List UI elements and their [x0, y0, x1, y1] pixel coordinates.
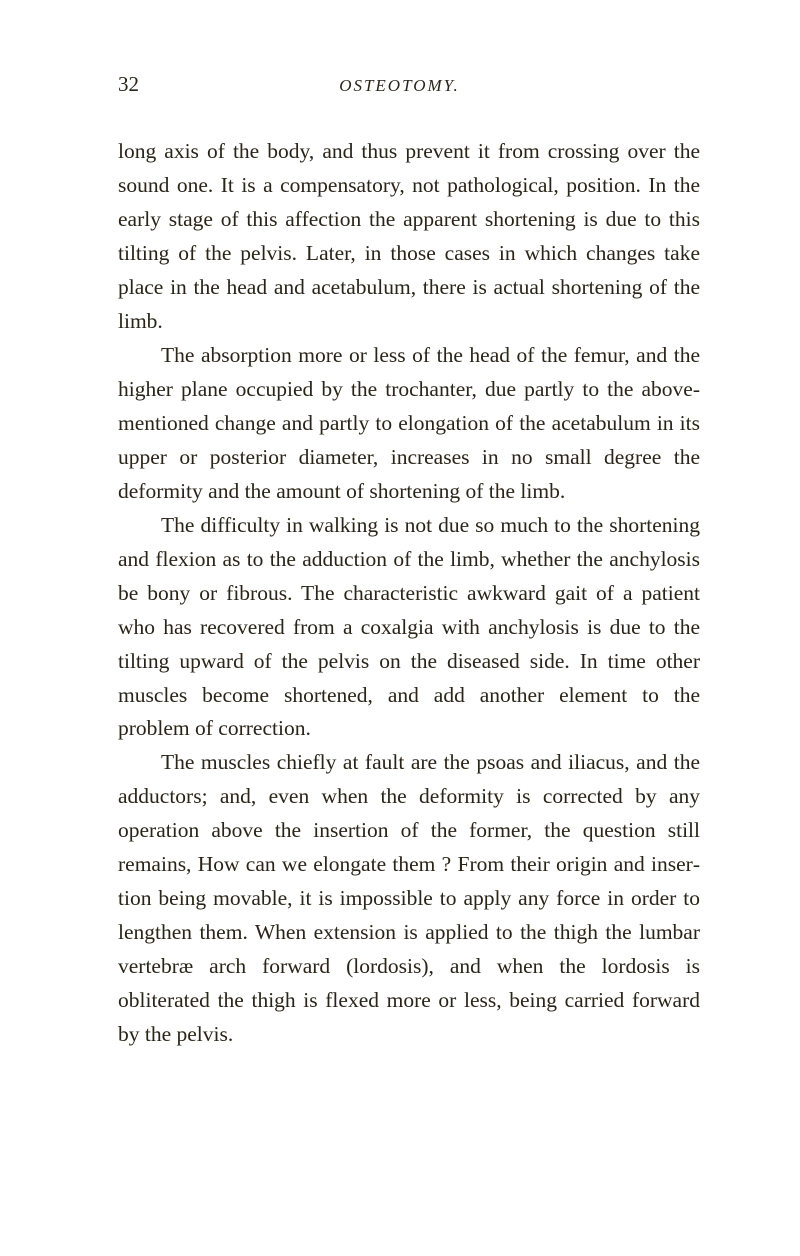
running-head: OSTEOTOMY. — [139, 76, 660, 96]
page-number: 32 — [118, 72, 139, 97]
page-header: 32 OSTEOTOMY. — [118, 72, 700, 97]
paragraph: long axis of the body, and thus prevent … — [118, 135, 700, 339]
paragraph: The difficulty in walking is not due so … — [118, 509, 700, 747]
page-container: 32 OSTEOTOMY. long axis of the body, and… — [0, 0, 800, 1112]
body-text: long axis of the body, and thus prevent … — [118, 135, 700, 1052]
paragraph: The absorption more or less of the head … — [118, 339, 700, 509]
paragraph: The muscles chiefly at fault are the pso… — [118, 746, 700, 1052]
